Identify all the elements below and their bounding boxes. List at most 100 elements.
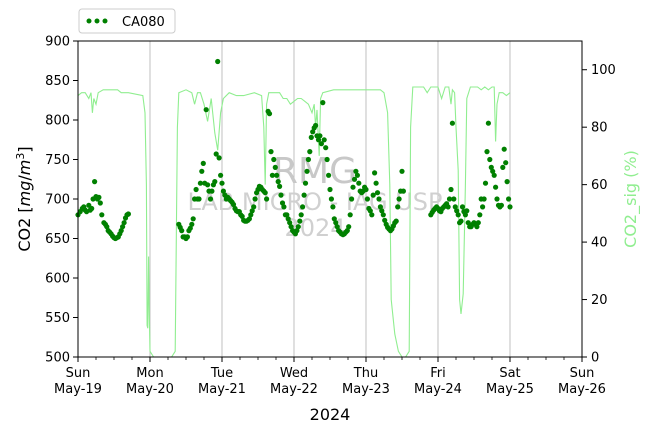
- ca080-point: [203, 107, 209, 113]
- ca080-point: [305, 156, 311, 163]
- ca080-point: [284, 212, 290, 218]
- ca080-point: [215, 58, 221, 65]
- ca080-point: [281, 204, 287, 210]
- right-y-tick-label: 0: [591, 351, 599, 366]
- ca080-point: [248, 212, 254, 218]
- ca080-point: [330, 204, 336, 210]
- ca080-point: [490, 168, 496, 174]
- ca080-point: [480, 204, 486, 210]
- ca080-point: [323, 145, 329, 151]
- right-y-tick-label: 40: [591, 236, 608, 251]
- ca080-point: [477, 212, 483, 218]
- ca080-point: [351, 176, 358, 182]
- ca080-point: [503, 160, 509, 166]
- ca080-point: [326, 172, 332, 178]
- ca080-point: [452, 204, 458, 210]
- ca080-point: [196, 196, 202, 202]
- ca080-point: [458, 218, 464, 224]
- ca080-point: [220, 188, 226, 194]
- ca080-point: [239, 213, 245, 219]
- ca080-point: [454, 208, 460, 214]
- ca080-point: [347, 212, 353, 218]
- ca080-point: [507, 204, 513, 210]
- ca080-point: [493, 184, 499, 190]
- x-tick-label-weekday: Sat: [499, 366, 520, 381]
- left-y-axis: 500 550 600 650 700 750 800 850 900: [45, 35, 78, 366]
- x-tick-label-weekday: Sun: [570, 366, 595, 381]
- ca080-point: [369, 212, 375, 218]
- ca080-point: [374, 190, 381, 196]
- ca080-point: [266, 111, 273, 117]
- ca080-point: [364, 196, 370, 202]
- ca080-point: [218, 172, 224, 178]
- x-tick-label-date: May-25: [486, 382, 534, 397]
- ca080-point: [354, 172, 360, 178]
- ca080-point: [120, 224, 126, 230]
- ca080-point: [455, 212, 461, 218]
- ca080-point: [294, 228, 300, 234]
- ca080-point: [287, 220, 293, 226]
- ca080-point: [396, 196, 402, 202]
- left-y-tick-label: 800: [45, 114, 70, 129]
- left-y-tick-label: 650: [45, 232, 70, 247]
- ca080-point: [272, 164, 278, 170]
- ca080-point: [459, 204, 466, 210]
- x-tick-label-date: May-20: [126, 382, 174, 397]
- ca080-point: [274, 172, 280, 178]
- legend: CA080: [78, 8, 176, 34]
- x-tick-label-weekday: Tue: [210, 366, 233, 381]
- ca080-point: [373, 180, 379, 186]
- x-tick-label-date: May-23: [342, 382, 390, 397]
- ca080-point: [500, 164, 506, 170]
- ca080-point: [179, 228, 185, 234]
- ca080-point: [504, 179, 510, 185]
- right-y-axis: 0 20 40 60 80 100: [582, 63, 616, 366]
- watermark-line-1: RMG: [273, 151, 357, 192]
- ca080-point: [370, 192, 376, 198]
- x-axis-title: 2024: [310, 405, 351, 424]
- ca080-point: [367, 208, 373, 214]
- ca080-point: [317, 133, 323, 139]
- ca080-point: [104, 224, 110, 230]
- ca080-point: [279, 200, 286, 206]
- ca080-point: [320, 100, 326, 106]
- ca080-point: [187, 225, 193, 231]
- right-y-tick-label: 100: [591, 63, 616, 78]
- ca080-point: [308, 134, 314, 140]
- ca080-point: [304, 168, 310, 174]
- x-tick-label-weekday: Sun: [66, 366, 91, 381]
- ca080-point: [313, 122, 319, 129]
- x-axis: SunMay-19MonMay-20TueMay-21WedMay-22ThuM…: [54, 357, 606, 397]
- ca080-point: [190, 216, 196, 222]
- ca080-point: [249, 208, 255, 214]
- ca080-point: [327, 186, 333, 193]
- ca080-point: [269, 172, 275, 178]
- ca080-point: [207, 196, 214, 202]
- ca080-point: [121, 220, 127, 226]
- ca080-point: [125, 211, 131, 217]
- right-y-axis-title: CO2_sig (%): [621, 150, 641, 248]
- right-y-tick-label: 80: [591, 121, 608, 136]
- ca080-point: [318, 141, 324, 147]
- ca080-point: [462, 212, 468, 218]
- ca080-point: [449, 120, 455, 126]
- ca080-point: [356, 180, 362, 186]
- ca080-point: [118, 228, 124, 234]
- ca080-point: [349, 196, 355, 202]
- ca080-point: [288, 224, 294, 230]
- ca080-point: [197, 180, 203, 186]
- ca080-point: [219, 180, 225, 186]
- legend-label-ca080: CA080: [122, 15, 165, 30]
- legend-marker: [102, 18, 108, 24]
- x-tick-label-weekday: Wed: [280, 366, 308, 381]
- ca080-point: [212, 179, 218, 185]
- ca080-point: [445, 204, 451, 210]
- ca080-point: [252, 196, 258, 202]
- ca080-point: [393, 218, 399, 224]
- ca080-point: [297, 218, 303, 224]
- ca080-point: [99, 212, 105, 218]
- ca080-point: [482, 180, 489, 186]
- ca080-point: [344, 228, 350, 234]
- right-y-tick-label: 20: [591, 293, 608, 308]
